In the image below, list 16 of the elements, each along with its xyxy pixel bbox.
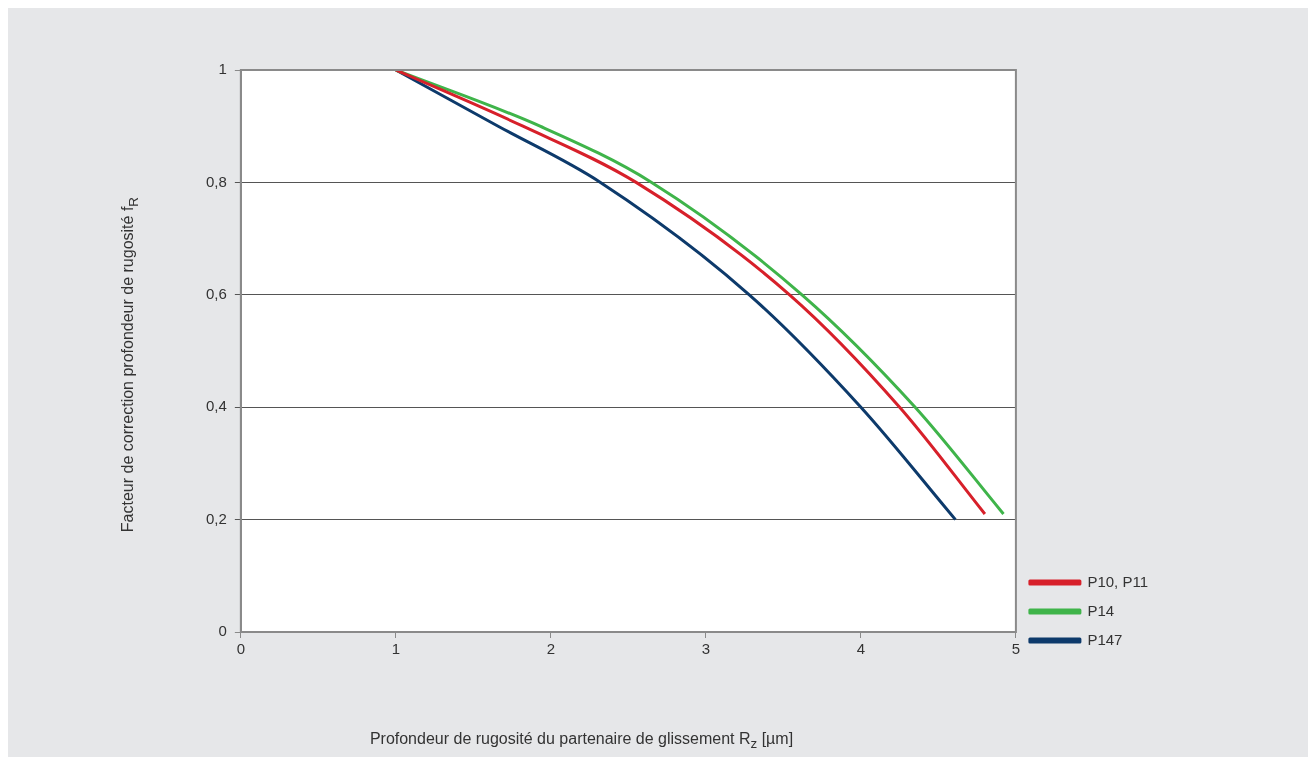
y-tick-label: 0,8 — [205, 172, 227, 190]
x-tick-label: 2 — [546, 640, 556, 658]
x-tick-label: 1 — [391, 640, 401, 658]
legend-label: P147 — [1087, 630, 1123, 648]
x-tick-label: 4 — [856, 640, 866, 658]
x-tick-label: 0 — [236, 640, 246, 658]
x-tick-label: 3 — [701, 640, 711, 658]
legend-label: P10, P11 — [1087, 572, 1149, 590]
y-tick-label: 0,4 — [205, 397, 227, 415]
y-tick-label: 0 — [218, 622, 227, 640]
x-axis-title: Profondeur de rugosité du partenaire de glissement R$_{z}$ [µm] — [368, 730, 795, 752]
legend-label: P14 — [1087, 601, 1115, 619]
x-tick-label: 5 — [1011, 640, 1021, 658]
y-tick-label: 1 — [218, 60, 227, 78]
y-tick-label: 0,6 — [205, 284, 227, 302]
y-tick-label: 0,2 — [205, 509, 227, 527]
